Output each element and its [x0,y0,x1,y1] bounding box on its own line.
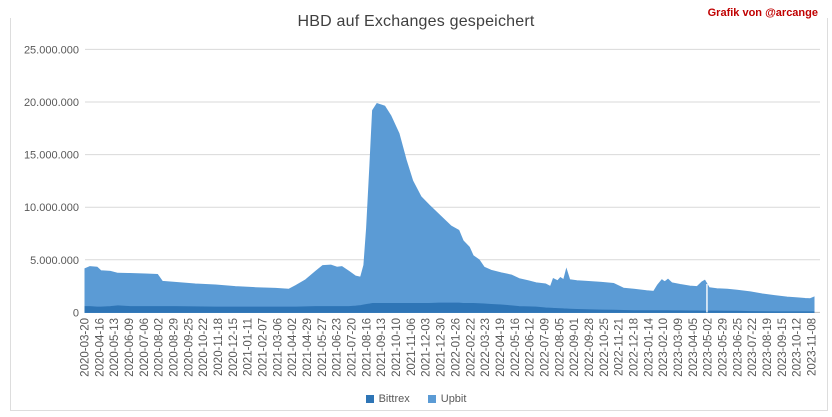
x-tick-label: 2020-08-29 [169,318,181,377]
x-tick-label: 2023-05-02 [703,318,715,377]
x-tick-label: 2021-04-29 [302,318,314,377]
x-tick-label: 2021-12-03 [421,318,433,377]
x-tick-label: 2023-06-25 [732,318,744,377]
y-tick-label: 25.000.000 [24,44,79,56]
legend-item-bittrex: Bittrex [365,393,410,405]
y-tick-label: 0 [73,307,79,319]
x-tick-label: 2021-07-20 [347,318,359,377]
x-tick-label: 2021-03-06 [272,318,284,377]
x-tick-label: 2023-11-08 [807,318,819,376]
x-tick-label: 2022-11-21 [614,318,626,376]
x-tick-label: 2023-08-19 [762,318,774,377]
x-tick-label: 2020-05-13 [109,318,121,377]
x-tick-label: 2023-09-15 [777,318,789,377]
upbit-area [84,103,815,313]
x-tick-label: 2023-07-22 [747,318,759,377]
x-tick-label: 2022-04-19 [495,318,507,377]
x-tick-label: 2023-01-14 [643,317,655,376]
y-tick-label: 20.000.000 [24,97,79,109]
y-tick-label: 15.000.000 [24,150,79,162]
legend-label-bittrex: Bittrex [378,393,410,405]
legend-item-upbit: Upbit [427,393,467,405]
x-tick-label: 2020-11-18 [213,318,225,376]
credit-text: Grafik von @arcange [707,7,818,19]
y-tick-label: 5.000.000 [30,255,79,267]
x-tick-label: 2022-05-16 [510,318,522,377]
x-tick-label: 2022-01-26 [450,318,462,377]
legend: Bittrex Upbit [0,393,832,405]
x-tick-label: 2022-09-01 [569,318,581,377]
x-tick-label: 2020-07-06 [139,318,151,377]
bittrex-area [84,302,815,313]
x-tick-label: 2022-03-23 [480,318,492,377]
x-tick-label: 2023-04-05 [688,318,700,377]
x-tick-label: 2022-02-22 [465,318,477,377]
x-tick-label: 2022-07-09 [539,318,551,377]
x-tick-label: 2020-09-25 [183,318,195,377]
x-tick-label: 2021-04-02 [287,318,299,377]
chart-title: HBD auf Exchanges gespeichert [297,13,535,30]
x-tick-label: 2021-11-06 [406,318,418,376]
legend-label-upbit: Upbit [440,393,467,405]
y-tick-label: 10.000.000 [24,202,79,214]
x-tick-label: 2020-12-15 [228,318,240,377]
x-tick-label: 2023-02-10 [658,318,670,377]
x-tick-label: 2023-05-29 [718,318,730,377]
x-tick-label: 2023-10-12 [792,318,804,377]
x-tick-label: 2022-06-12 [525,318,537,377]
x-tick-label: 2021-08-16 [361,318,373,377]
x-tick-label: 2022-09-28 [584,318,596,377]
x-tick-label: 2020-04-16 [94,318,106,377]
x-tick-label: 2021-10-10 [391,318,403,377]
legend-swatch-bittrex [365,395,374,403]
x-tick-label: 2020-10-22 [198,318,210,377]
x-tick-label: 2020-03-20 [80,318,92,377]
x-tick-label: 2022-10-25 [599,318,611,377]
x-tick-label: 2022-12-18 [629,318,641,377]
x-tick-label: 2021-06-23 [332,318,344,377]
x-tick-label: 2020-06-09 [124,318,136,377]
x-tick-label: 2020-08-02 [154,318,166,377]
x-tick-label: 2021-02-07 [258,318,270,377]
x-tick-label: 2021-05-27 [317,318,329,377]
legend-swatch-upbit [427,395,436,403]
x-tick-label: 2023-03-09 [673,318,685,377]
x-tick-label: 2021-12-30 [436,318,448,377]
x-tick-label: 2021-09-13 [376,318,388,377]
x-tick-label: 2021-01-11 [243,318,255,376]
x-tick-label: 2022-08-05 [554,318,566,377]
